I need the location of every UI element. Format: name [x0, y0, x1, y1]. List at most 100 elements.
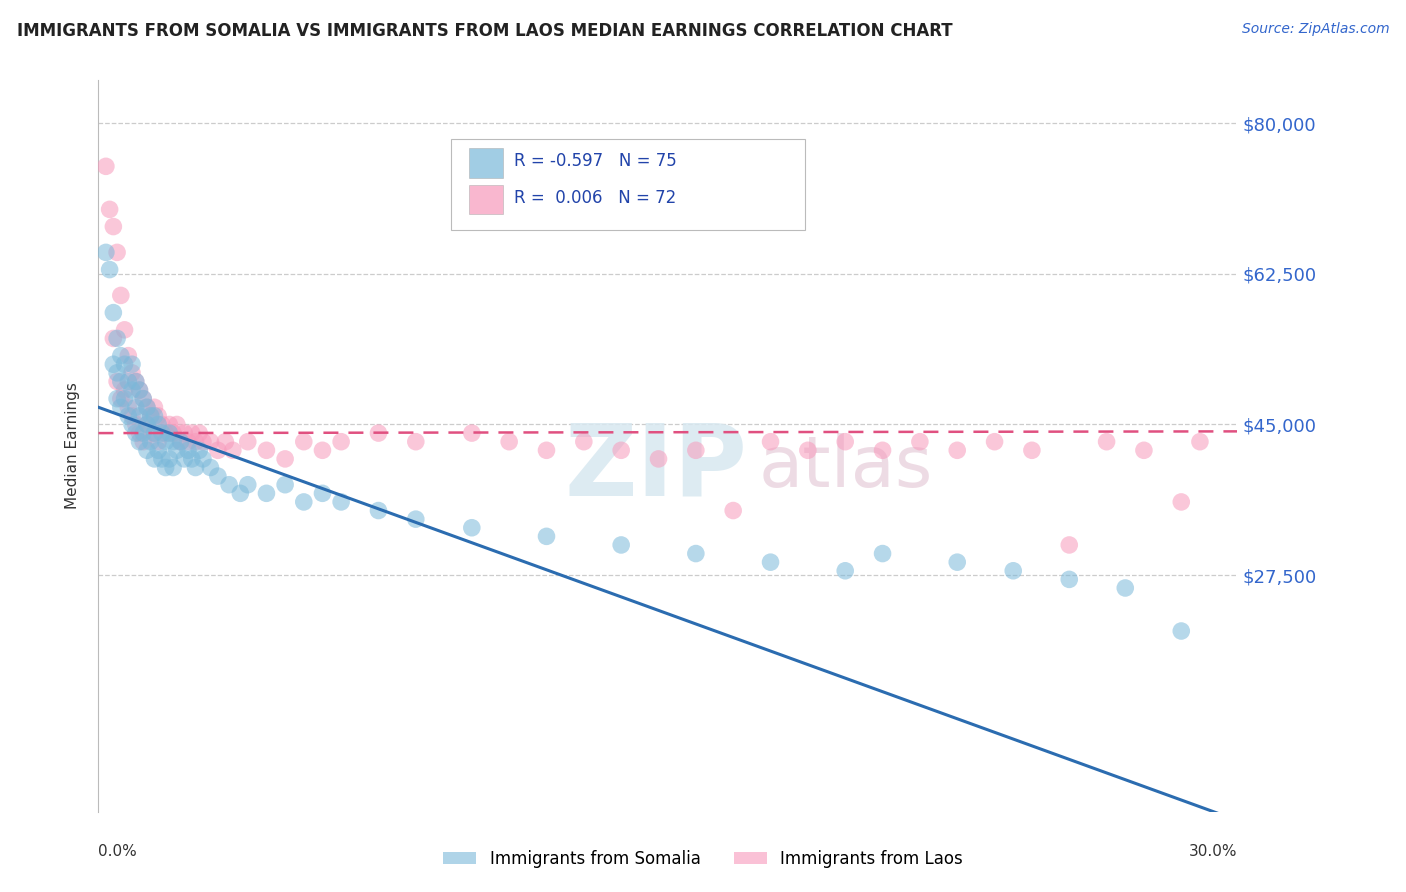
Point [721, 503, 744, 517]
Point [169, 434, 191, 449]
Point [162, 426, 184, 441]
Point [180, 426, 202, 441]
Point [105, 331, 128, 345]
Point [184, 434, 207, 449]
Point [103, 331, 125, 345]
Point [191, 434, 214, 449]
Point [128, 383, 150, 397]
Point [128, 409, 150, 423]
Point [207, 469, 229, 483]
Point [1002, 564, 1025, 578]
Point [685, 547, 707, 561]
Point [110, 392, 132, 406]
Point [157, 417, 180, 432]
Point [236, 434, 259, 449]
Point [150, 451, 173, 466]
Text: Source: ZipAtlas.com: Source: ZipAtlas.com [1241, 22, 1389, 37]
Point [143, 409, 166, 423]
Point [117, 409, 139, 423]
Point [114, 323, 136, 337]
Point [125, 375, 148, 389]
Point [177, 443, 200, 458]
Point [128, 434, 150, 449]
Point [128, 383, 150, 397]
Point [136, 417, 159, 432]
Text: IMMIGRANTS FROM SOMALIA VS IMMIGRANTS FROM LAOS MEDIAN EARNINGS CORRELATION CHAR: IMMIGRANTS FROM SOMALIA VS IMMIGRANTS FR… [17, 22, 952, 40]
Point [103, 305, 125, 319]
Point [1114, 581, 1136, 595]
Point [218, 477, 240, 491]
Text: 30.0%: 30.0% [1189, 844, 1237, 859]
Point [229, 486, 252, 500]
Point [162, 434, 184, 449]
Point [256, 443, 278, 458]
Point [143, 401, 166, 415]
Point [132, 392, 155, 406]
Point [114, 392, 136, 406]
Bar [468, 148, 503, 178]
Point [177, 434, 200, 449]
Text: R = -0.597   N = 75: R = -0.597 N = 75 [515, 153, 676, 170]
Point [110, 349, 132, 363]
Point [405, 434, 427, 449]
Point [114, 383, 136, 397]
Point [1021, 443, 1043, 458]
Point [143, 451, 166, 466]
Point [162, 460, 184, 475]
Y-axis label: Median Earnings: Median Earnings [65, 383, 80, 509]
Point [150, 426, 173, 441]
Point [180, 451, 202, 466]
FancyBboxPatch shape [451, 139, 804, 230]
Bar [468, 185, 503, 214]
Point [139, 434, 162, 449]
Point [1057, 538, 1080, 552]
Point [759, 555, 782, 569]
Point [759, 434, 782, 449]
Point [139, 409, 162, 423]
Point [114, 357, 136, 371]
Point [1188, 434, 1211, 449]
Point [121, 417, 143, 432]
Text: atlas: atlas [759, 434, 934, 502]
Point [983, 434, 1005, 449]
Point [128, 426, 150, 441]
Point [117, 349, 139, 363]
Point [236, 477, 259, 491]
Point [136, 401, 159, 415]
Point [367, 503, 389, 517]
Point [105, 366, 128, 380]
Point [98, 262, 121, 277]
Point [610, 538, 633, 552]
Point [685, 443, 707, 458]
Point [200, 434, 222, 449]
Point [872, 443, 894, 458]
Point [1170, 495, 1192, 509]
Point [834, 564, 856, 578]
Point [461, 521, 484, 535]
Point [98, 202, 121, 217]
Point [1095, 434, 1118, 449]
Point [146, 409, 169, 423]
Point [292, 434, 315, 449]
Point [155, 460, 177, 475]
Point [173, 426, 195, 441]
Point [146, 443, 169, 458]
Point [184, 460, 207, 475]
Point [94, 159, 117, 173]
Point [647, 451, 669, 466]
Point [872, 547, 894, 561]
Text: ZIP: ZIP [565, 419, 748, 516]
Point [274, 451, 297, 466]
Point [125, 426, 148, 441]
Text: R =  0.006   N = 72: R = 0.006 N = 72 [515, 189, 676, 207]
Point [105, 375, 128, 389]
Point [797, 443, 820, 458]
Point [946, 443, 969, 458]
Point [110, 401, 132, 415]
Point [166, 443, 188, 458]
Point [1057, 573, 1080, 587]
Point [125, 417, 148, 432]
Point [136, 443, 159, 458]
Point [125, 401, 148, 415]
Point [132, 392, 155, 406]
